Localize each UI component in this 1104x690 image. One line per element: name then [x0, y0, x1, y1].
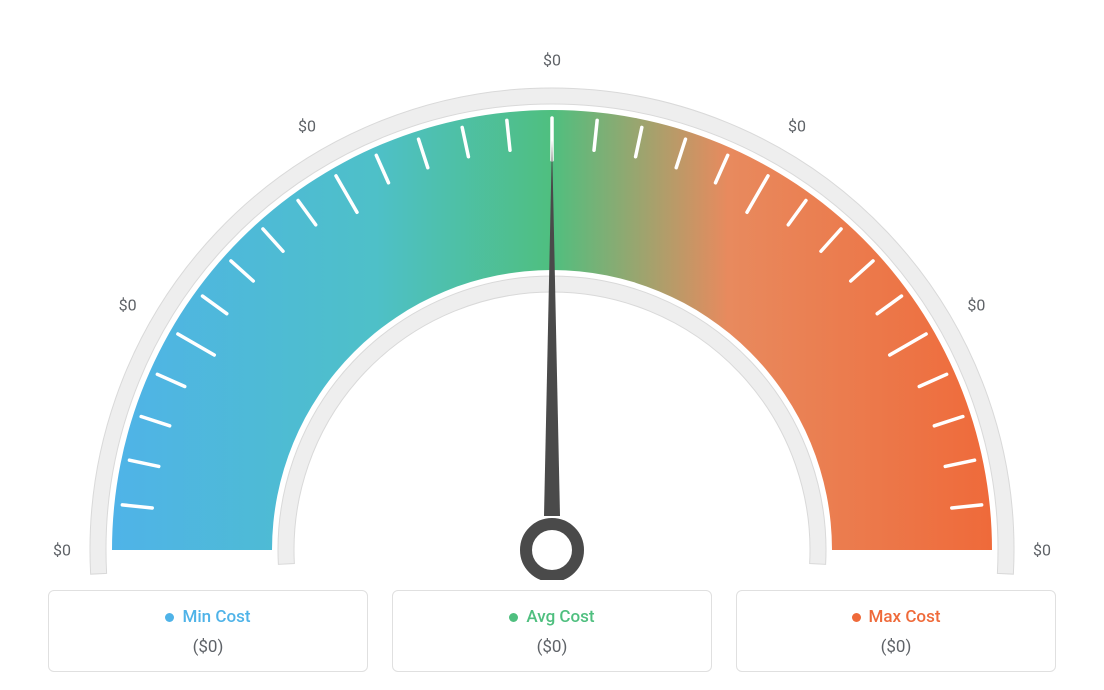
- legend-title-min: Min Cost: [165, 607, 250, 627]
- legend-card-max: Max Cost ($0): [736, 590, 1056, 673]
- legend-label: Min Cost: [182, 607, 250, 627]
- gauge-scale-label: $0: [119, 296, 137, 315]
- legend-value-avg: ($0): [393, 637, 711, 657]
- legend-title-avg: Avg Cost: [509, 607, 594, 627]
- legend-card-min: Min Cost ($0): [48, 590, 368, 673]
- dot-icon: [165, 613, 174, 622]
- legend-label: Avg Cost: [526, 607, 594, 627]
- gauge-scale-label: $0: [53, 541, 71, 560]
- gauge-svg: [0, 20, 1104, 580]
- legend-title-max: Max Cost: [852, 607, 941, 627]
- gauge-scale-label: $0: [1033, 541, 1051, 560]
- legend-value-max: ($0): [737, 637, 1055, 657]
- legend-label: Max Cost: [869, 607, 941, 627]
- gauge-scale-label: $0: [543, 51, 561, 70]
- legend-card-avg: Avg Cost ($0): [392, 590, 712, 673]
- dot-icon: [509, 613, 518, 622]
- legend-value-min: ($0): [49, 637, 367, 657]
- gauge-scale-label: $0: [788, 116, 806, 135]
- gauge-container: $0 $0 $0 $0 $0 $0 $0: [0, 0, 1104, 560]
- gauge-scale-label: $0: [967, 296, 985, 315]
- dot-icon: [852, 613, 861, 622]
- gauge-scale-label: $0: [298, 116, 316, 135]
- legend-row: Min Cost ($0) Avg Cost ($0) Max Cost ($0…: [0, 590, 1104, 673]
